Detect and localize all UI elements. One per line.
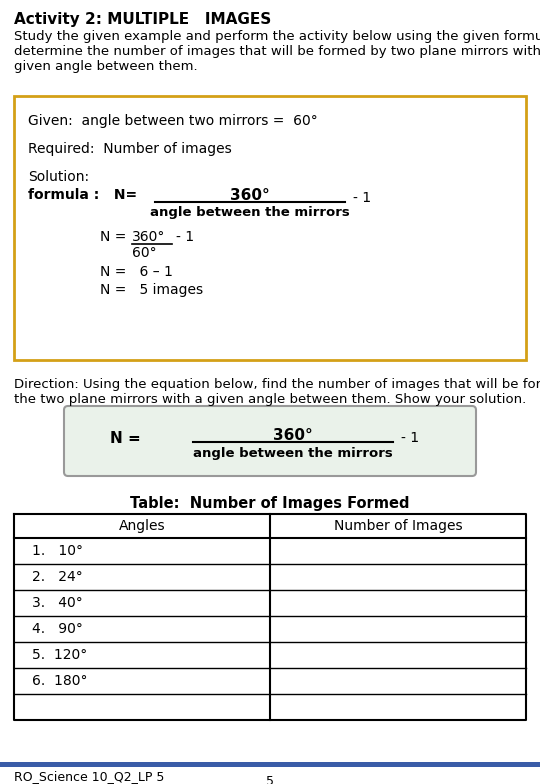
Text: N =: N =	[110, 431, 141, 446]
Text: 4.   90°: 4. 90°	[32, 622, 83, 636]
Text: 5: 5	[266, 775, 274, 784]
Text: 360°: 360°	[230, 188, 270, 203]
Bar	[0, 762, 540, 767]
Text: Given:  angle between two mirrors =  60°: Given: angle between two mirrors = 60°	[28, 114, 318, 128]
Text: Number of Images: Number of Images	[334, 519, 462, 533]
Text: 60°: 60°	[132, 246, 157, 260]
Text: RO_Science 10_Q2_LP 5: RO_Science 10_Q2_LP 5	[14, 770, 164, 783]
Text: 6.  180°: 6. 180°	[32, 674, 87, 688]
Text: Solution:: Solution:	[28, 170, 89, 184]
Text: N =: N =	[100, 230, 131, 244]
Bar	[14, 96, 526, 360]
Text: formula :   N=: formula : N=	[28, 188, 137, 202]
Text: Angles: Angles	[119, 519, 165, 533]
FancyBboxPatch shape	[64, 406, 476, 476]
Text: 2.   24°: 2. 24°	[32, 570, 83, 584]
Text: Study the given example and perform the activity below using the given formula t: Study the given example and perform the …	[14, 30, 540, 43]
Text: 5.  120°: 5. 120°	[32, 648, 87, 662]
Text: - 1: - 1	[176, 230, 194, 244]
Text: angle between the mirrors: angle between the mirrors	[193, 447, 393, 460]
Text: given angle between them.: given angle between them.	[14, 60, 198, 73]
Text: Activity 2: MULTIPLE   IMAGES: Activity 2: MULTIPLE IMAGES	[14, 12, 271, 27]
Text: 360°: 360°	[273, 428, 313, 443]
Text: Required:  Number of images: Required: Number of images	[28, 142, 232, 156]
Text: N =   6 – 1: N = 6 – 1	[100, 265, 173, 279]
Text: determine the number of images that will be formed by two plane mirrors with a: determine the number of images that will…	[14, 45, 540, 58]
Text: - 1: - 1	[401, 431, 419, 445]
Text: Direction: Using the equation below, find the number of images that will be form: Direction: Using the equation below, fin…	[14, 378, 540, 391]
Text: 3.   40°: 3. 40°	[32, 596, 83, 610]
Text: Table:  Number of Images Formed: Table: Number of Images Formed	[130, 496, 410, 511]
Text: 360°: 360°	[132, 230, 165, 244]
Text: angle between the mirrors: angle between the mirrors	[150, 206, 350, 219]
Text: the two plane mirrors with a given angle between them. Show your solution.: the two plane mirrors with a given angle…	[14, 393, 526, 406]
Text: - 1: - 1	[353, 191, 371, 205]
Text: N =   5 images: N = 5 images	[100, 283, 203, 297]
Text: 1.   10°: 1. 10°	[32, 544, 83, 558]
